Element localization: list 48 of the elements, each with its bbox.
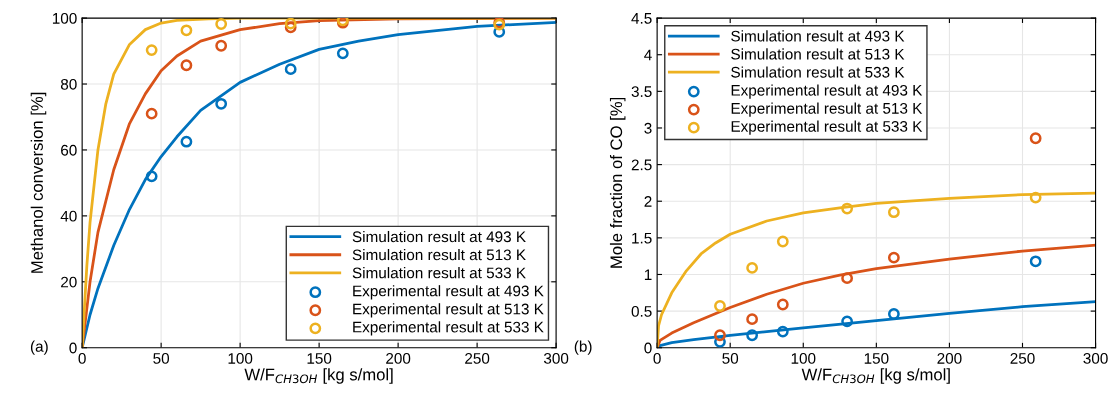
x-tick-label: 0 xyxy=(653,352,661,364)
x-axis-title: W/F$_{CH3OH}$ [kg s/mol] xyxy=(244,368,393,384)
y-tick-label: 80 xyxy=(60,78,77,90)
y-axis-title: Mole fraction of CO [%] xyxy=(609,97,626,268)
y-tick-label: 20 xyxy=(61,276,77,288)
legend-label: Experimental result at 533 K xyxy=(353,321,544,336)
x-tick-label: 50 xyxy=(722,352,739,364)
text: (b) xyxy=(574,340,592,355)
y-axis-title: Methanol conversion [%] xyxy=(30,92,47,273)
legend-label: Experimental result at 513 K xyxy=(353,303,544,318)
legend-label: Simulation result at 533 K xyxy=(352,267,526,279)
legend-label: Simulation result at 493 K xyxy=(731,30,905,42)
text: (a) xyxy=(30,340,48,355)
x-tick-label: 100 xyxy=(791,352,816,364)
x-axis-title: W/F$_{CH3OH}$ [kg s/mol] xyxy=(801,368,950,384)
y-tick-label: 3.5 xyxy=(631,86,652,98)
y-tick-label: 1 xyxy=(644,269,652,281)
x-tick-label: 200 xyxy=(937,352,962,364)
x-tick-label: 50 xyxy=(153,352,170,364)
legend-label: Simulation result at 533 K xyxy=(731,66,905,78)
legend-label: Simulation result at 493 K xyxy=(352,230,526,243)
x-tick-label: 300 xyxy=(543,352,569,364)
x-tick-label: 150 xyxy=(307,352,332,364)
x-tick-label: 250 xyxy=(465,352,490,364)
y-tick-label: 0.5 xyxy=(631,305,652,317)
y-tick-label: 40 xyxy=(60,210,77,222)
x-tick-label: 300 xyxy=(1083,352,1108,364)
legend-label: Experimental result at 513 K xyxy=(731,102,923,117)
legend-label: Experimental result at 493 K xyxy=(353,285,544,300)
y-tick-label: 60 xyxy=(61,144,77,156)
legend-label: Experimental result at 493 K xyxy=(731,84,923,99)
y-tick-label: 0 xyxy=(69,342,77,354)
x-tick-label: 0 xyxy=(78,352,86,364)
x-tick-label: 200 xyxy=(386,352,411,364)
y-tick-label: 4 xyxy=(644,49,652,61)
x-tick-label: 150 xyxy=(864,352,889,364)
y-tick-label: 0 xyxy=(644,342,652,354)
x-tick-label: 100 xyxy=(228,352,253,364)
y-tick-label: 2.5 xyxy=(631,159,652,171)
y-tick-label: 100 xyxy=(52,12,77,24)
legend-label: Experimental result at 533 K xyxy=(731,120,923,135)
y-tick-label: 1.5 xyxy=(632,232,652,244)
y-tick-label: 4.5 xyxy=(631,13,652,24)
x-tick-label: 250 xyxy=(1010,352,1035,364)
legend-label: Simulation result at 513 K xyxy=(352,249,526,261)
y-tick-label: 2 xyxy=(644,196,652,207)
y-tick-label: 3 xyxy=(644,122,652,134)
legend-label: Simulation result at 513 K xyxy=(731,48,905,60)
